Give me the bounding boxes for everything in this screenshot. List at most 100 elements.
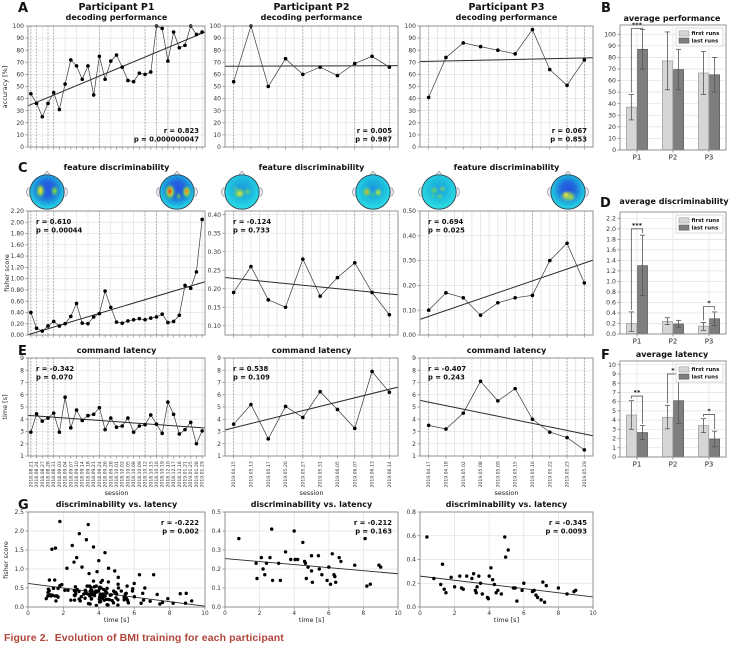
svg-text:90: 90 — [608, 43, 616, 50]
svg-text:2018.10.05: 2018.10.05 — [125, 461, 131, 487]
svg-text:P2: P2 — [669, 154, 678, 162]
svg-text:2019.05.27: 2019.05.27 — [300, 461, 306, 487]
svg-text:6: 6 — [522, 611, 526, 617]
svg-text:***: *** — [632, 221, 643, 229]
svg-text:40: 40 — [608, 101, 616, 108]
decoding-performance-subtitle-p2: decoding performance — [260, 13, 363, 22]
svg-text:2018.08.28: 2018.08.28 — [45, 461, 51, 487]
average-latency-title: average latency — [635, 350, 709, 359]
svg-text:1.2: 1.2 — [606, 268, 616, 275]
svg-text:2019.05.09: 2019.05.09 — [495, 461, 501, 487]
chart-command-latency-p3: 1 2 3 4 5 6 7 8 9 2019.04.17 2019.04.18 2019.05.02 2… — [412, 355, 594, 488]
session-xlabel-p2: session — [299, 489, 324, 497]
panel-letter-f: F — [601, 348, 610, 363]
feature-discriminability-title-p1: feature discriminability — [63, 163, 170, 172]
svg-text:2: 2 — [20, 441, 24, 448]
svg-text:r = -0.222: r = -0.222 — [161, 519, 199, 527]
svg-text:100: 100 — [405, 23, 417, 30]
svg-text:p = 0.733: p = 0.733 — [233, 227, 270, 235]
svg-text:100: 100 — [604, 31, 616, 38]
svg-text:4: 4 — [292, 611, 296, 617]
svg-text:3: 3 — [217, 429, 221, 436]
svg-text:2019.01.25: 2019.01.25 — [188, 461, 194, 487]
svg-text:5: 5 — [20, 404, 24, 411]
svg-text:P1: P1 — [633, 338, 642, 346]
svg-text:100: 100 — [210, 23, 222, 30]
chart-average-discriminability: 0.00.20.40.60.81.01.21.41.61.82.02.2****… — [606, 211, 727, 346]
svg-text:r = 0.694: r = 0.694 — [428, 218, 464, 226]
svg-text:1.8: 1.8 — [606, 236, 616, 243]
svg-text:0.40: 0.40 — [11, 310, 25, 317]
svg-text:first runs: first runs — [692, 31, 720, 37]
svg-text:2019.06.14: 2019.06.14 — [387, 461, 393, 487]
svg-text:last runs: last runs — [692, 374, 719, 380]
panel-letter-a: A — [18, 1, 29, 16]
svg-text:1.4: 1.4 — [606, 257, 616, 264]
svg-text:60: 60 — [16, 72, 24, 79]
svg-text:0.2: 0.2 — [211, 566, 221, 573]
svg-text:7: 7 — [20, 380, 24, 387]
svg-text:2018.10.01: 2018.10.01 — [114, 461, 120, 487]
svg-text:2019.05.26: 2019.05.26 — [283, 461, 289, 487]
svg-text:2019.06.07: 2019.06.07 — [352, 461, 358, 487]
svg-text:0: 0 — [612, 454, 616, 461]
svg-text:9: 9 — [20, 355, 24, 362]
svg-text:6: 6 — [20, 392, 24, 399]
command-latency-title-p2: command latency — [271, 346, 352, 355]
svg-text:0: 0 — [217, 144, 221, 151]
chart-feature-discriminability-p1: 0.00 0.20 0.40 0.60 0.80 1.00 1.20 1.40 1.60 1.80… — [11, 208, 206, 339]
svg-text:2018.09.26: 2018.09.26 — [103, 461, 109, 487]
svg-text:2018.10.02: 2018.10.02 — [120, 461, 126, 487]
svg-text:0: 0 — [26, 611, 30, 617]
svg-text:10: 10 — [589, 611, 597, 617]
svg-text:1.5: 1.5 — [14, 547, 24, 554]
svg-text:2.5: 2.5 — [14, 509, 24, 516]
svg-text:3: 3 — [412, 429, 416, 436]
svg-text:70: 70 — [608, 66, 616, 73]
topoplot-p2-first-icon — [221, 170, 263, 210]
topoplot-p2-last-icon — [352, 170, 394, 210]
topoplot-p1-last-icon — [156, 170, 198, 210]
svg-text:2: 2 — [217, 441, 221, 448]
svg-text:p = 0.002: p = 0.002 — [162, 528, 199, 536]
svg-text:7: 7 — [412, 380, 416, 387]
svg-text:0.30: 0.30 — [208, 249, 222, 256]
svg-text:10: 10 — [16, 132, 24, 139]
svg-text:0.5: 0.5 — [14, 585, 24, 592]
svg-text:90: 90 — [213, 35, 221, 42]
svg-text:6: 6 — [412, 392, 416, 399]
svg-text:**: ** — [634, 389, 641, 397]
svg-text:3: 3 — [612, 426, 616, 433]
svg-text:7: 7 — [217, 380, 221, 387]
svg-text:*: * — [707, 407, 711, 415]
svg-text:0.30: 0.30 — [403, 258, 417, 265]
svg-text:2018.10.16: 2018.10.16 — [154, 461, 160, 487]
svg-text:0.35: 0.35 — [208, 230, 222, 237]
svg-text:p = 0.987: p = 0.987 — [355, 136, 392, 144]
svg-text:2018.09.28: 2018.09.28 — [108, 461, 114, 487]
svg-text:0.8: 0.8 — [606, 289, 616, 296]
svg-text:2018.08.27: 2018.08.27 — [40, 461, 46, 487]
svg-text:20: 20 — [213, 120, 221, 127]
svg-text:1.40: 1.40 — [11, 253, 25, 260]
svg-text:2018.10.08: 2018.10.08 — [131, 461, 137, 487]
svg-text:0.0: 0.0 — [406, 604, 416, 611]
svg-text:last runs: last runs — [692, 225, 719, 231]
svg-text:P2: P2 — [669, 461, 678, 469]
disc-vs-latency-title-p3: discriminability vs. latency — [445, 500, 568, 509]
svg-text:0.1: 0.1 — [211, 585, 221, 592]
svg-text:2: 2 — [453, 611, 457, 617]
svg-text:2: 2 — [412, 441, 416, 448]
svg-text:2018.08.31: 2018.08.31 — [51, 461, 57, 487]
time-xlabel-p2: time [s] — [298, 616, 325, 624]
svg-text:2.2: 2.2 — [606, 215, 616, 222]
svg-text:2018.09.04: 2018.09.04 — [63, 461, 69, 487]
svg-text:2019.01.28: 2019.01.28 — [194, 461, 200, 487]
svg-text:p = 0.243: p = 0.243 — [428, 374, 465, 382]
